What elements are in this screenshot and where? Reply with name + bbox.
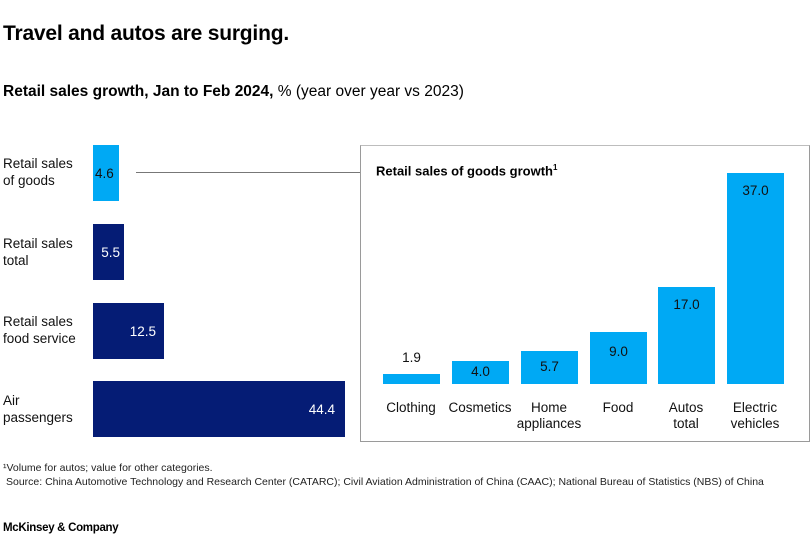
subtitle-units: % (year over year vs 2023) [273,83,464,100]
bar-value: 9.0 [609,344,628,359]
bar-clothing [383,374,440,384]
bar-food-service: 12.5 [93,303,164,359]
row-label: Retail sales total [3,235,73,269]
inset-chart-title: Retail sales of goods growth1 [376,163,557,178]
category-label: Home appliances [509,400,589,432]
label-line: Retail sales [3,314,73,329]
subtitle-bold: Retail sales growth, Jan to Feb 2024, [3,83,274,100]
bar-retail-total: 5.5 [93,224,124,280]
category-label: Cosmetics [440,400,520,416]
label-line: of goods [3,173,55,188]
category-label: Clothing [371,400,451,416]
bar-cosmetics: 4.0 [452,361,509,384]
label-line: passengers [3,410,73,425]
footnote: ¹Volume for autos; value for other categ… [3,462,213,474]
bar-value: 4.0 [471,364,490,379]
label-line: Retail sales [3,156,73,171]
category-label: Electric vehicles [715,400,795,432]
brand-logo: McKinsey & Company [3,522,119,534]
label-line: Clothing [386,400,436,415]
row-label: Retail sales food service [3,313,76,347]
bar-home-appliances: 5.7 [521,351,578,384]
bar-retail-goods: 4.6 [93,145,119,201]
bar-value: 5.7 [540,359,559,374]
row-label: Air passengers [3,392,73,426]
footnote-marker: 1 [552,163,558,172]
bar-value: 4.6 [95,165,114,181]
category-label: Food [578,400,658,416]
row-label: Retail sales of goods [3,155,73,189]
label-line: Air [3,393,20,408]
label-line: total [3,253,29,268]
bar-electric-vehicles: 37.0 [727,173,784,384]
label-line: Home [530,400,567,415]
label-line: Retail sales [3,236,73,251]
bar-value: 12.5 [129,323,156,339]
bar-food: 9.0 [590,332,647,384]
source-note: Source: China Automotive Technology and … [6,476,764,488]
inset-title-text: Retail sales of goods growth [376,163,553,179]
category-label: Autos total [646,400,726,432]
label-line: vehicles [730,416,780,431]
label-line: total [673,416,699,431]
bar-air-passengers: 44.4 [93,381,345,437]
connector-line [136,172,361,173]
label-line: food service [3,331,76,346]
label-line: Autos [668,400,704,415]
bar-value: 44.4 [308,401,335,417]
chart-headline: Travel and autos are surging. [3,22,289,45]
label-line: Cosmetics [448,400,512,415]
bar-value: 5.5 [101,244,120,260]
bar-value: 1.9 [402,350,421,365]
chart-subtitle: Retail sales growth, Jan to Feb 2024, % … [3,83,464,101]
bar-value: 17.0 [673,297,700,312]
bar-autos-total: 17.0 [658,287,715,384]
label-line: appliances [516,416,582,431]
label-line: Food [602,400,634,415]
bar-value: 37.0 [742,183,769,198]
label-line: Electric [732,400,778,415]
